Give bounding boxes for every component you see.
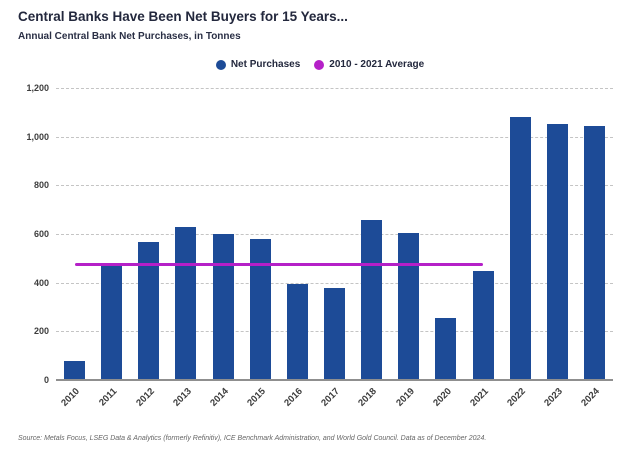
source-note: Source: Metals Focus, LSEG Data & Analyt… <box>18 435 487 442</box>
x-axis-label-2022: 2022 <box>505 386 528 409</box>
bar-2023 <box>546 124 568 380</box>
gridline-600 <box>56 234 613 235</box>
x-axis-line <box>56 379 613 381</box>
y-axis-label-1,000: 1,000 <box>26 131 49 142</box>
x-axis-label-2011: 2011 <box>97 386 120 409</box>
legend-item-net-purchases: Net Purchases <box>215 59 301 70</box>
bar-2014 <box>212 233 234 380</box>
legend-label-net-purchases: Net Purchases <box>230 59 301 70</box>
y-axis-label-800: 800 <box>33 180 49 191</box>
gridline-400 <box>56 282 613 284</box>
legend: Net Purchases 2010 - 2021 Average <box>0 59 640 70</box>
legend-item-average: 2010 - 2021 Average <box>314 59 424 70</box>
x-axis-label-2014: 2014 <box>208 386 231 409</box>
y-axis-label-600: 600 <box>33 229 49 239</box>
gridline-800 <box>56 185 613 187</box>
x-axis-label-2018: 2018 <box>356 386 380 409</box>
x-axis-label-2023: 2023 <box>542 386 566 409</box>
bar-2010 <box>64 360 86 380</box>
x-axis-label-2019: 2019 <box>393 386 417 409</box>
chart-title: Central Banks Have Been Net Buyers for 1… <box>18 9 348 24</box>
x-axis-label-2016: 2016 <box>282 386 306 409</box>
legend-label-average: 2010 - 2021 Average <box>329 59 425 70</box>
chart-subtitle: Annual Central Bank Net Purchases, in To… <box>18 31 241 42</box>
x-axis-label-2015: 2015 <box>245 386 268 409</box>
bar-2020 <box>435 317 457 380</box>
x-axis-label-2021: 2021 <box>468 386 491 409</box>
average-line <box>74 263 484 267</box>
bar-2017 <box>324 287 345 380</box>
bar-2011 <box>101 262 123 380</box>
bar-2015 <box>249 238 271 380</box>
gridline-1,000 <box>56 136 613 138</box>
gridline-1,200 <box>56 88 613 89</box>
y-axis-label-0: 0 <box>43 375 49 385</box>
bar-2022 <box>509 116 531 380</box>
bar-2016 <box>286 283 308 380</box>
bar-2019 <box>398 232 420 380</box>
average-swatch-icon <box>314 59 325 70</box>
bar-2018 <box>361 220 383 380</box>
x-axis-label-2024: 2024 <box>579 386 603 409</box>
x-axis-label-2010: 2010 <box>59 386 83 409</box>
x-axis-label-2012: 2012 <box>133 386 157 409</box>
y-axis-label-200: 200 <box>33 326 49 337</box>
bar-2024 <box>583 125 605 380</box>
x-axis-label-2020: 2020 <box>430 386 454 409</box>
bar-2012 <box>138 241 160 380</box>
bar-2021 <box>472 270 494 380</box>
x-axis-label-2017: 2017 <box>319 386 343 409</box>
plot-area: 0 200 400 600 800 1,000 1,200 2010 2011 2012 2013 2… <box>26 83 613 409</box>
x-axis-label-2013: 2013 <box>171 386 194 409</box>
y-axis-label-400: 400 <box>33 277 49 288</box>
y-axis-label-1,200: 1,200 <box>26 83 49 93</box>
bar-2013 <box>175 226 197 380</box>
net-purchases-swatch-icon <box>215 59 226 70</box>
